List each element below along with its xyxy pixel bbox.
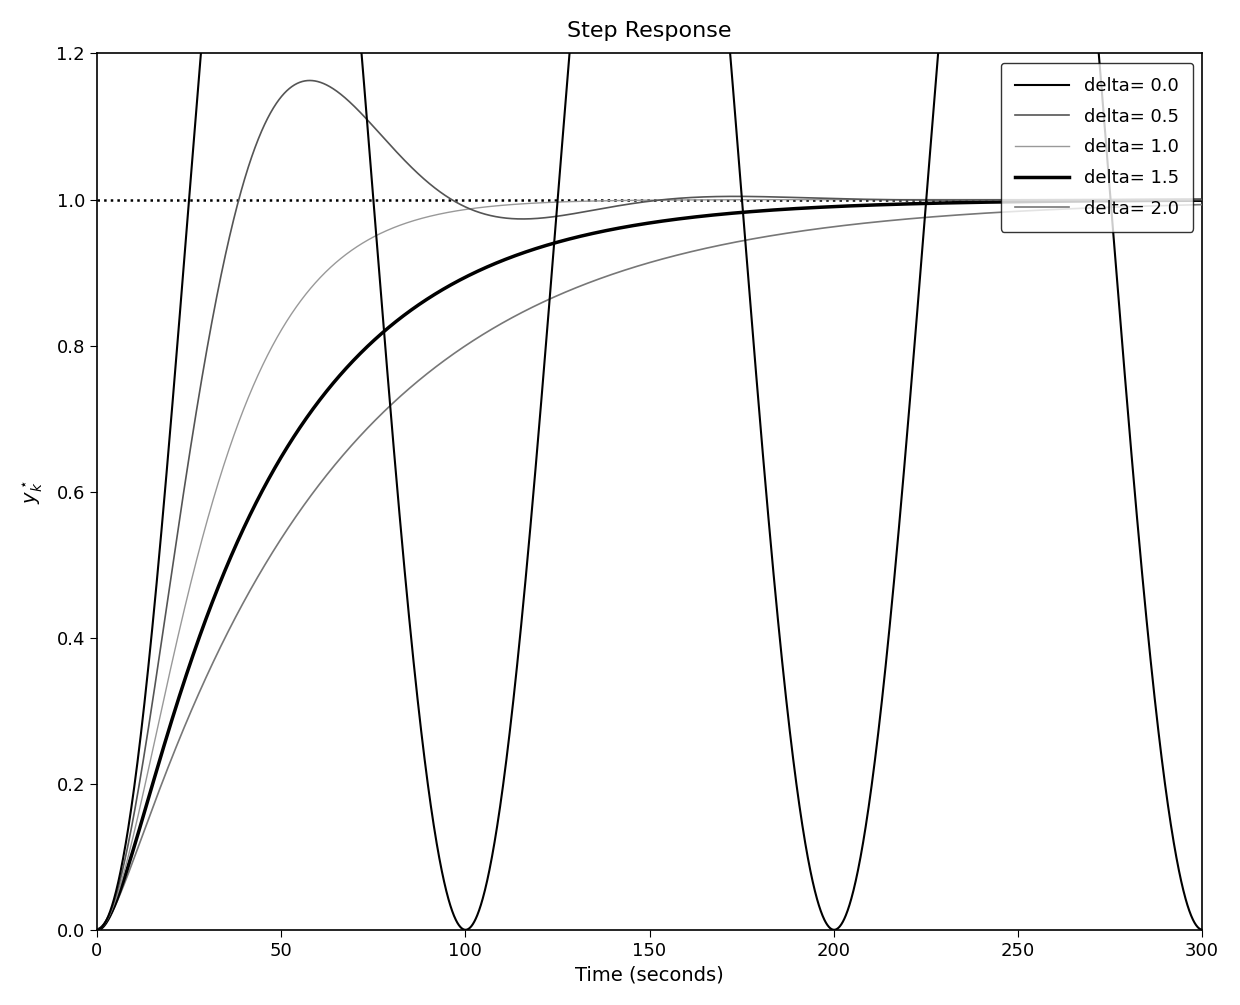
delta= 1.5 (562, 233, 577, 245)
delta= 0.5 (281, 83, 296, 95)
delta= 1.0 (513, 198, 528, 210)
delta= 0.0 (1194, 924, 1209, 936)
delta= 0.0 (513, 620, 528, 632)
delta= 1.0 (1194, 194, 1209, 206)
delta= 0.5 (1173, 193, 1188, 205)
Y-axis label: $y_k^\star$: $y_k^\star$ (21, 479, 46, 504)
delta= 0.5 (89, 924, 104, 936)
delta= 1.5 (1054, 195, 1069, 207)
X-axis label: Time (seconds): Time (seconds) (575, 965, 724, 984)
delta= 0.5 (303, 74, 317, 86)
Line: delta= 1.5: delta= 1.5 (97, 200, 1202, 930)
delta= 1.5 (513, 247, 528, 259)
Line: delta= 0.5: delta= 0.5 (97, 80, 1202, 930)
delta= 0.0 (1173, 873, 1188, 885)
delta= 1.5 (216, 570, 231, 582)
delta= 0.5 (1054, 194, 1069, 206)
delta= 1.5 (281, 439, 296, 451)
Title: Step Response: Step Response (567, 21, 732, 41)
Line: delta= 2.0: delta= 2.0 (97, 205, 1202, 930)
delta= 2.0 (216, 636, 231, 648)
delta= 2.0 (513, 308, 528, 320)
delta= 1.0 (1054, 194, 1069, 206)
delta= 2.0 (1194, 199, 1209, 211)
delta= 0.5 (216, 260, 231, 272)
delta= 1.5 (1173, 194, 1188, 206)
delta= 1.0 (216, 461, 231, 473)
delta= 2.0 (281, 522, 296, 534)
Line: delta= 1.0: delta= 1.0 (97, 200, 1202, 930)
delta= 2.0 (1173, 199, 1188, 211)
delta= 0.0 (89, 924, 104, 936)
delta= 0.5 (513, 213, 528, 225)
delta= 2.0 (1054, 203, 1069, 215)
delta= 1.0 (562, 196, 577, 208)
delta= 2.0 (89, 924, 104, 936)
Legend: delta= 0.0, delta= 0.5, delta= 1.0, delta= 1.5, delta= 2.0: delta= 0.0, delta= 0.5, delta= 1.0, delt… (1001, 62, 1193, 232)
delta= 1.0 (1173, 194, 1188, 206)
delta= 1.0 (89, 924, 104, 936)
delta= 0.5 (562, 208, 577, 220)
delta= 1.5 (89, 924, 104, 936)
delta= 0.0 (562, 53, 577, 65)
delta= 1.5 (1194, 194, 1209, 206)
Line: delta= 0.0: delta= 0.0 (97, 0, 1202, 930)
delta= 1.0 (281, 313, 296, 325)
delta= 2.0 (562, 284, 577, 296)
delta= 0.5 (1194, 193, 1209, 205)
